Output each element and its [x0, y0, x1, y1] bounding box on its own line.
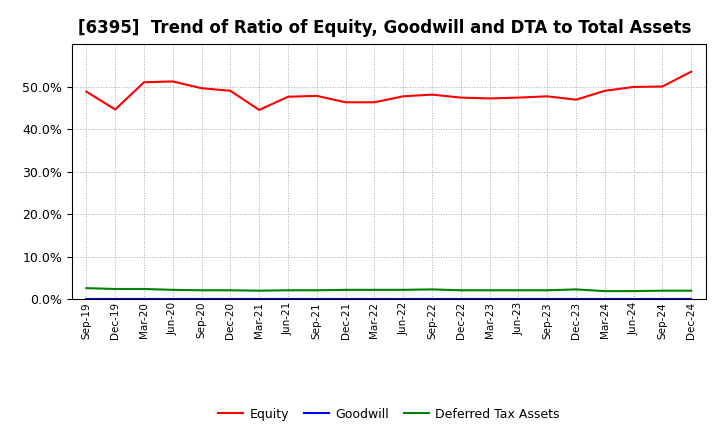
Equity	[514, 95, 523, 100]
Equity	[82, 89, 91, 94]
Goodwill	[428, 297, 436, 302]
Goodwill	[687, 297, 696, 302]
Goodwill	[658, 297, 667, 302]
Goodwill	[572, 297, 580, 302]
Equity	[600, 88, 609, 93]
Goodwill	[168, 297, 177, 302]
Equity	[197, 86, 206, 91]
Deferred Tax Assets	[428, 287, 436, 292]
Legend: Equity, Goodwill, Deferred Tax Assets: Equity, Goodwill, Deferred Tax Assets	[213, 403, 564, 425]
Equity	[284, 94, 292, 99]
Goodwill	[514, 297, 523, 302]
Deferred Tax Assets	[456, 288, 465, 293]
Goodwill	[226, 297, 235, 302]
Goodwill	[312, 297, 321, 302]
Equity	[428, 92, 436, 97]
Equity	[370, 99, 379, 105]
Equity	[456, 95, 465, 100]
Deferred Tax Assets	[687, 288, 696, 293]
Deferred Tax Assets	[600, 289, 609, 294]
Equity	[226, 88, 235, 93]
Goodwill	[399, 297, 408, 302]
Deferred Tax Assets	[399, 287, 408, 293]
Equity	[687, 69, 696, 74]
Deferred Tax Assets	[168, 287, 177, 293]
Deferred Tax Assets	[226, 288, 235, 293]
Equity	[572, 97, 580, 103]
Deferred Tax Assets	[572, 287, 580, 292]
Equity	[168, 79, 177, 84]
Equity	[399, 94, 408, 99]
Deferred Tax Assets	[197, 288, 206, 293]
Text: [6395]  Trend of Ratio of Equity, Goodwill and DTA to Total Assets: [6395] Trend of Ratio of Equity, Goodwil…	[78, 19, 692, 37]
Equity	[341, 99, 350, 105]
Goodwill	[600, 297, 609, 302]
Deferred Tax Assets	[312, 288, 321, 293]
Equity	[255, 107, 264, 113]
Deferred Tax Assets	[514, 288, 523, 293]
Equity	[111, 107, 120, 112]
Goodwill	[370, 297, 379, 302]
Goodwill	[82, 297, 91, 302]
Goodwill	[140, 297, 148, 302]
Deferred Tax Assets	[658, 288, 667, 293]
Deferred Tax Assets	[255, 288, 264, 293]
Deferred Tax Assets	[140, 286, 148, 292]
Deferred Tax Assets	[111, 286, 120, 292]
Goodwill	[197, 297, 206, 302]
Equity	[543, 94, 552, 99]
Goodwill	[629, 297, 638, 302]
Line: Deferred Tax Assets: Deferred Tax Assets	[86, 288, 691, 291]
Deferred Tax Assets	[629, 289, 638, 294]
Deferred Tax Assets	[341, 287, 350, 293]
Goodwill	[255, 297, 264, 302]
Equity	[140, 80, 148, 85]
Goodwill	[485, 297, 494, 302]
Equity	[485, 96, 494, 101]
Deferred Tax Assets	[82, 286, 91, 291]
Goodwill	[284, 297, 292, 302]
Goodwill	[341, 297, 350, 302]
Deferred Tax Assets	[543, 288, 552, 293]
Goodwill	[111, 297, 120, 302]
Equity	[658, 84, 667, 89]
Line: Equity: Equity	[86, 72, 691, 110]
Deferred Tax Assets	[370, 287, 379, 293]
Deferred Tax Assets	[485, 288, 494, 293]
Goodwill	[543, 297, 552, 302]
Goodwill	[456, 297, 465, 302]
Equity	[312, 93, 321, 99]
Equity	[629, 84, 638, 90]
Deferred Tax Assets	[284, 288, 292, 293]
